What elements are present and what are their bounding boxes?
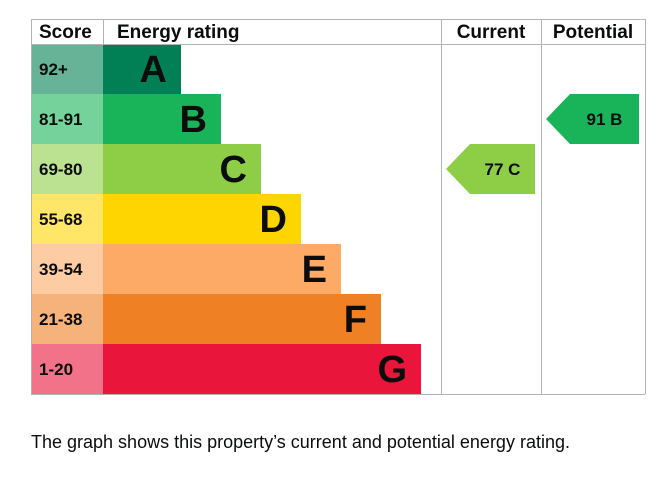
score-cell-a — [31, 44, 103, 94]
rating-bar-a — [103, 44, 181, 94]
rating-bar-b — [103, 94, 221, 144]
rating-letter-g: G — [377, 349, 407, 391]
rating-bar-d — [103, 194, 301, 244]
score-cell-f — [31, 294, 103, 344]
chart-caption: The graph shows this property’s current … — [31, 432, 570, 452]
header-potential: Potential — [553, 22, 633, 43]
rating-bar-f — [103, 294, 381, 344]
header-current: Current — [457, 22, 526, 43]
current-rating-arrow — [446, 144, 535, 194]
rating-letter-b: B — [180, 99, 207, 141]
rating-letter-c: C — [220, 149, 247, 191]
header-energy-rating: Energy rating — [117, 22, 239, 43]
rating-letter-d: D — [260, 199, 287, 241]
rating-letter-e: E — [302, 249, 327, 291]
score-cell-e — [31, 244, 103, 294]
rating-bar-c — [103, 144, 261, 194]
score-cell-c — [31, 144, 103, 194]
potential-rating-arrow — [546, 94, 639, 144]
score-label-g: 1-20 — [39, 360, 73, 379]
rating-letter-a: A — [140, 49, 167, 91]
score-label-c: 69-80 — [39, 160, 82, 179]
potential-rating-label: 91 B — [587, 110, 623, 129]
header-score: Score — [39, 22, 92, 43]
epc-chart: 92+ A 81-91 B 69-80 C 55-68 D 39-54 E 21-38 F 1-20 G S… — [31, 19, 646, 395]
score-label-e: 39-54 — [39, 260, 83, 279]
current-rating-label: 77 C — [485, 160, 521, 179]
score-cell-g — [31, 344, 103, 394]
score-label-f: 21-38 — [39, 310, 82, 329]
rating-letter-f: F — [344, 299, 367, 341]
score-label-b: 81-91 — [39, 110, 82, 129]
score-cell-d — [31, 194, 103, 244]
rating-bar-g — [103, 344, 421, 394]
score-label-d: 55-68 — [39, 210, 82, 229]
score-cell-b — [31, 94, 103, 144]
score-label-a: 92+ — [39, 60, 68, 79]
rating-bar-e — [103, 244, 341, 294]
